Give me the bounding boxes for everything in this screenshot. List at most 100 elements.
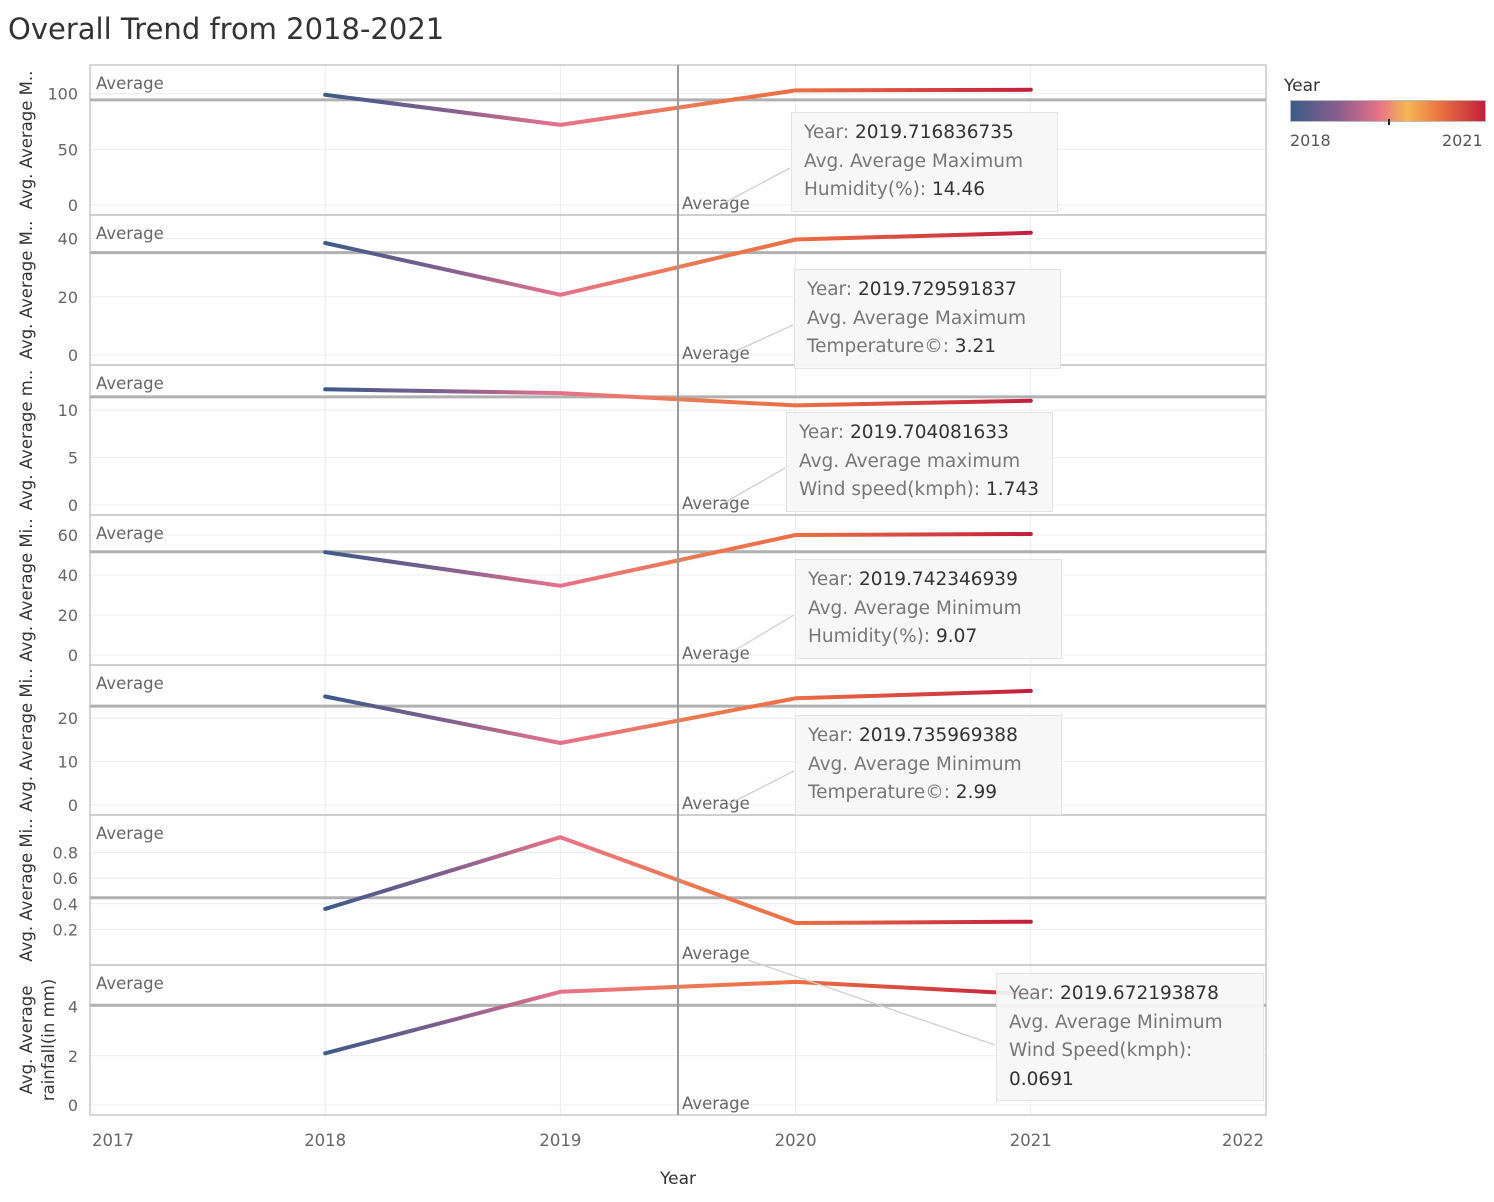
y-tick-label: 2 — [68, 1047, 78, 1066]
tooltip-measure-label: Temperature©: — [807, 336, 949, 357]
y-axis-label: rainfall(in mm) — [39, 979, 58, 1101]
y-tick-label: 0 — [68, 796, 78, 815]
y-axis-label: Avg. Average Mi.. — [17, 818, 36, 961]
tooltip-3: Year: 2019.704081633 Avg. Average maximum… — [786, 412, 1053, 512]
panel-5: 0 10 20 Avg. Average Mi.. Average Average — [17, 664, 1267, 816]
tooltip-year-row: Year: 2019.704081633 — [799, 419, 1040, 448]
y-tick-label: 5 — [68, 449, 78, 468]
average-label: Average — [96, 374, 164, 393]
tooltip-year-row: Year: 2019.742346939 — [808, 566, 1049, 595]
tooltip-measure-label: Humidity(%): — [804, 179, 927, 200]
tooltip-year-label: Year: — [808, 569, 854, 590]
panel-6: 0.2 0.4 0.6 0.8 Avg. Average Mi.. Average Aver… — [17, 814, 1267, 966]
x-average-label: Average — [682, 944, 750, 963]
y-tick-label: 0.4 — [53, 895, 78, 914]
tooltip-year-value: 2019.735969388 — [853, 725, 1018, 746]
average-label: Average — [96, 524, 164, 543]
tooltip-year-label: Year: — [799, 422, 845, 443]
y-tick-label: 20 — [58, 288, 78, 307]
y-tick-label: 40 — [58, 566, 78, 585]
x-tick-label: 2021 — [1010, 1131, 1052, 1150]
x-tick-label: 2018 — [304, 1131, 346, 1150]
x-axis-title: Year — [659, 1169, 696, 1189]
tooltip-measure-value: 2.99 — [949, 782, 997, 803]
tooltip-connector — [726, 324, 794, 356]
tooltip-connector — [723, 467, 786, 504]
tooltip-connector — [726, 770, 795, 806]
tooltip-measure-row: Wind Speed(kmph): — [1009, 1037, 1251, 1066]
tooltip-1: Year: 2019.716836735 Avg. Average Maximum… — [791, 112, 1058, 212]
tooltip-measure-label: Wind speed(kmph): — [799, 479, 981, 500]
tooltip-measure-value: 9.07 — [930, 626, 978, 647]
x-average-label: Average — [682, 794, 750, 813]
tooltip-year-label: Year: — [804, 122, 850, 143]
x-tick-label: 2019 — [539, 1131, 581, 1150]
tooltip-measure-value: 0.0691 — [1009, 1068, 1074, 1090]
average-label: Average — [96, 674, 164, 693]
panel-3: 0 5 10 Avg. Average m.. Average Average — [17, 364, 1267, 516]
x-average-label: Average — [682, 194, 750, 213]
tooltip-year-row: Year: 2019.735969388 — [808, 722, 1049, 751]
y-tick-label: 4 — [68, 998, 78, 1017]
tooltip-measure-name: Avg. Average maximum — [799, 450, 1021, 472]
y-tick-label: 20 — [58, 709, 78, 728]
legend-title: Year — [1284, 76, 1320, 96]
tooltip-year-value: 2019.729591837 — [852, 279, 1017, 300]
y-axis-label: Avg. Average M.. — [17, 221, 36, 360]
panel-1: 0 50 100 Avg. Average M.. Average Average — [17, 64, 1267, 216]
tooltip-year-row: Year: 2019.716836735 — [804, 119, 1045, 148]
y-tick-label: 10 — [58, 753, 78, 772]
y-axis-label: Avg. Average Mi.. — [17, 668, 36, 811]
tooltip-measure-value: 1.743 — [980, 479, 1039, 500]
y-tick-label: 0 — [68, 1096, 78, 1115]
y-tick-label: 60 — [58, 526, 78, 545]
y-axis-label: Avg. Average M.. — [17, 71, 36, 210]
tooltip-measure-name: Avg. Average Minimum — [1009, 1011, 1223, 1033]
tooltip-measure-row: Wind speed(kmph): 1.743 — [799, 476, 1040, 505]
average-label: Average — [96, 824, 164, 843]
tooltip-connector — [726, 614, 795, 656]
legend-max-label: 2021 — [1442, 131, 1483, 150]
y-axis-label: Avg. Average m.. — [17, 370, 36, 511]
y-tick-label: 0.2 — [53, 920, 78, 939]
y-tick-label: 0.8 — [53, 844, 78, 863]
tooltip-measure-name: Avg. Average Maximum — [807, 307, 1027, 329]
tooltip-measure-value: 3.21 — [948, 336, 996, 357]
y-tick-label: 0 — [68, 196, 78, 215]
average-label: Average — [96, 74, 164, 93]
tooltip-measure-value-row: 0.0691 — [1009, 1066, 1251, 1095]
tooltip-measure-label: Temperature©: — [808, 782, 950, 803]
x-tick-label: 2022 — [1222, 1131, 1264, 1150]
y-tick-label: 0 — [68, 496, 78, 515]
average-label: Average — [96, 974, 164, 993]
x-average-label: Average — [682, 1094, 750, 1113]
tooltip-year-value: 2019.742346939 — [853, 569, 1018, 590]
x-tick-label: 2020 — [775, 1131, 817, 1150]
tooltip-4: Year: 2019.742346939 Avg. Average Minimum… — [795, 559, 1062, 659]
tooltip-measure-value: 14.46 — [926, 179, 985, 200]
tooltip-measure-label: Wind Speed(kmph): — [1009, 1040, 1193, 1061]
tooltip-measure-name: Avg. Average Maximum — [804, 150, 1024, 172]
panel-4: 0 20 40 60 Avg. Average Mi.. Average Average — [17, 514, 1267, 666]
x-tick-label: 2017 — [92, 1131, 134, 1150]
y-tick-label: 0.6 — [53, 869, 78, 888]
tooltip-measure-name: Avg. Average Minimum — [808, 753, 1022, 775]
tooltip-year-label: Year: — [807, 279, 853, 300]
x-average-label: Average — [682, 344, 750, 363]
tooltip-connector — [747, 959, 996, 1046]
tooltip-year-label: Year: — [808, 725, 854, 746]
tooltip-5: Year: 2019.735969388 Avg. Average Minimum… — [795, 715, 1062, 815]
x-average-label: Average — [682, 644, 750, 663]
tooltip-measure-label: Humidity(%): — [808, 626, 931, 647]
tooltip-year-value: 2019.704081633 — [844, 422, 1009, 443]
panel-2: 0 20 40 Avg. Average M.. Average Average — [17, 214, 1267, 366]
legend-marker — [1388, 119, 1390, 125]
y-tick-label: 100 — [47, 85, 78, 104]
y-axis-label: Avg. Average Mi.. — [17, 518, 36, 661]
y-tick-label: 50 — [58, 140, 78, 159]
tooltip-year-row: Year: 2019.672193878 — [1009, 980, 1251, 1009]
tooltip-measure-row: Humidity(%): 14.46 — [804, 176, 1045, 205]
tooltip-year-value: 2019.672193878 — [1054, 983, 1219, 1004]
y-tick-label: 20 — [58, 606, 78, 625]
